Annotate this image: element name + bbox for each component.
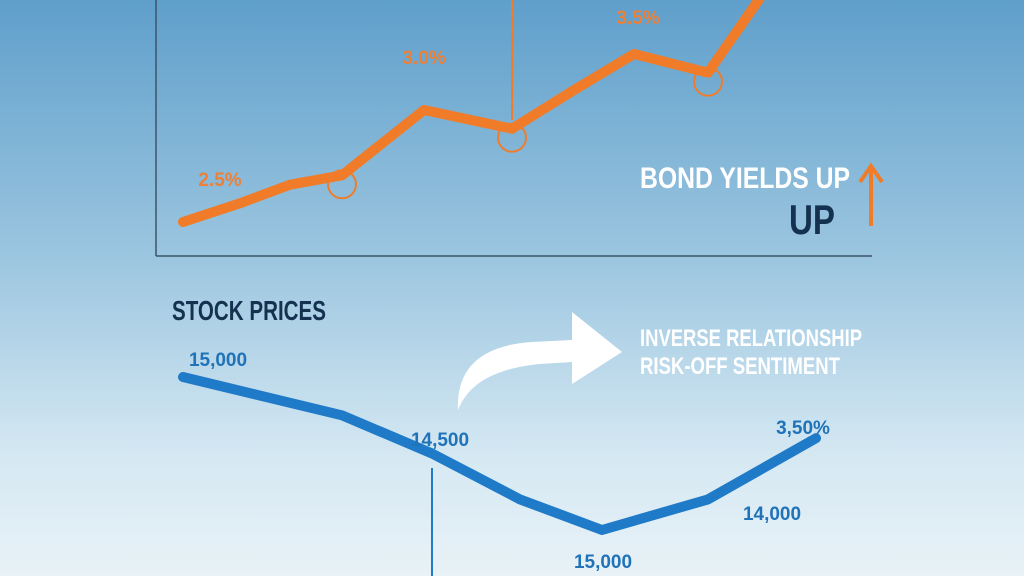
curved-arrow-icon — [457, 312, 622, 410]
stock-price-data-label: 14,000 — [743, 504, 801, 525]
bond-yield-line — [178, 0, 765, 227]
risk-off-sentiment-text: RISK-OFF SENTIMENT — [640, 353, 840, 380]
stock-price-data-label: 14,500 — [411, 430, 469, 451]
stock-price-data-label: 15,000 — [189, 350, 247, 371]
bond-yield-data-label: 3.0% — [402, 48, 445, 69]
bond-yield-labels: 2.5% 3.0% 3.5% — [198, 8, 659, 191]
bond-annotation: BOND YIELDS UP UP — [640, 162, 884, 243]
arrow-up-icon — [858, 162, 884, 226]
inverse-relationship-text: INVERSE RELATIONSHIP — [640, 325, 862, 352]
relationship-annotation: INVERSE RELATIONSHIP RISK-OFF SENTIMENT — [457, 312, 862, 410]
stock-prices-title: STOCK PRICES — [172, 295, 326, 326]
stock-price-line — [178, 372, 821, 535]
stock-price-data-label: 15,000 — [574, 552, 632, 573]
bond-yield-point-marker — [497, 122, 527, 153]
bond-yield-data-label: 3.5% — [616, 8, 659, 29]
bond-yield-chart: 2.5% 3.0% 3.5% — [155, 0, 872, 257]
bond-yields-up-heading: BOND YIELDS UP — [640, 162, 850, 195]
stock-price-marks — [178, 372, 821, 535]
stock-price-data-label: 3,50% — [776, 418, 830, 439]
bond-yield-data-label: 2.5% — [198, 170, 241, 191]
stock-price-chart: STOCK PRICES 15,000 14,500 15,000 14,000 3,5… — [172, 295, 830, 576]
bond-yield-marks — [178, 0, 765, 227]
bond-yield-point-marker — [327, 169, 357, 200]
stock-price-labels: 15,000 14,500 15,000 14,000 3,50% — [189, 350, 830, 573]
bond-yields-up-subheading: UP — [789, 196, 835, 243]
bond-yield-point-marker — [693, 66, 723, 97]
